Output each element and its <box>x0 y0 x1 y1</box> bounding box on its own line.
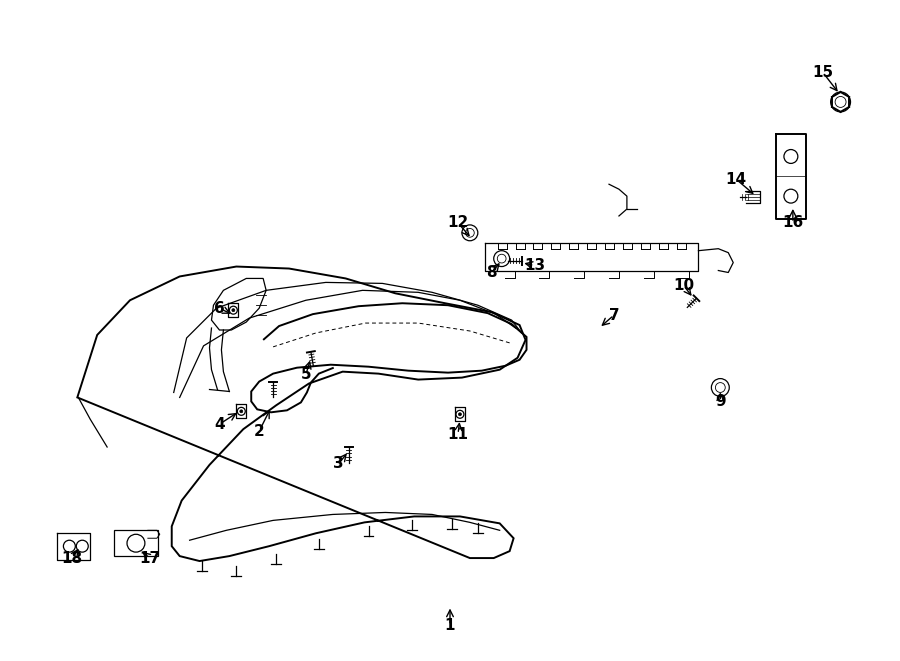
Text: 17: 17 <box>140 551 160 566</box>
Text: 13: 13 <box>524 258 545 273</box>
Text: 3: 3 <box>333 456 344 471</box>
Text: 12: 12 <box>447 215 469 231</box>
Text: 11: 11 <box>447 426 469 442</box>
Circle shape <box>232 309 235 311</box>
Text: 8: 8 <box>486 265 497 280</box>
Text: 5: 5 <box>301 367 311 382</box>
Text: 10: 10 <box>673 278 694 293</box>
Text: 2: 2 <box>254 424 265 439</box>
Bar <box>114 530 158 556</box>
Text: 4: 4 <box>214 416 225 432</box>
Text: 14: 14 <box>725 172 747 187</box>
Text: 6: 6 <box>214 301 225 316</box>
Circle shape <box>458 413 462 416</box>
Text: 15: 15 <box>812 65 833 80</box>
Text: 7: 7 <box>608 307 619 323</box>
Circle shape <box>239 410 243 413</box>
Text: 1: 1 <box>445 618 455 633</box>
Text: 18: 18 <box>62 551 83 566</box>
Text: 9: 9 <box>715 394 725 409</box>
Text: 16: 16 <box>782 215 804 231</box>
